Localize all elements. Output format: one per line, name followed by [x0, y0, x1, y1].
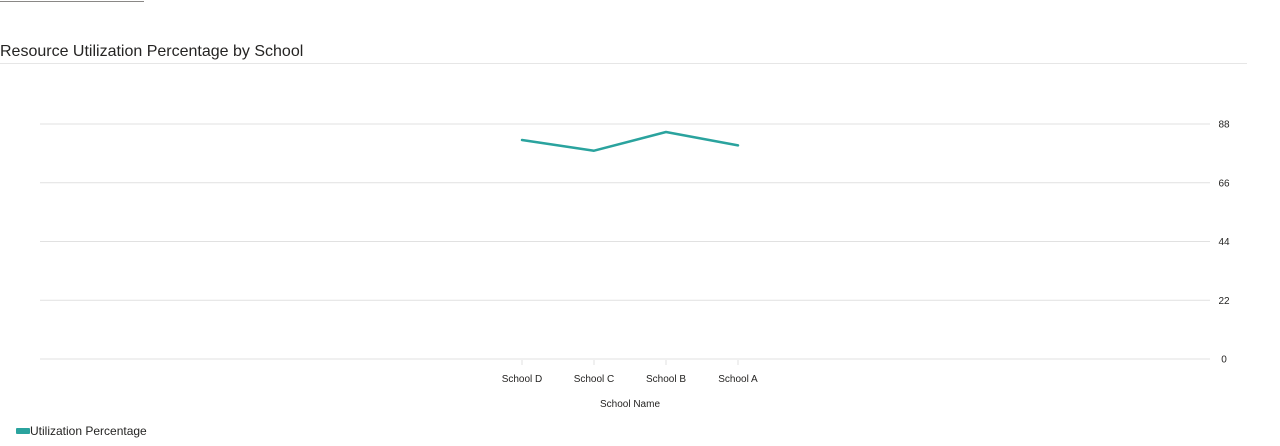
- y-tick-label-0: 0: [1221, 355, 1227, 366]
- y-axis-ticks: 0 22 44 66 88: [1218, 120, 1230, 366]
- legend-label: Utilization Percentage: [30, 424, 147, 438]
- y-tick-label-44: 44: [1218, 237, 1230, 248]
- y-tick-label-88: 88: [1218, 120, 1230, 131]
- gridlines: [40, 123, 1210, 360]
- x-tick-label-school-c: School C: [574, 374, 615, 385]
- x-tick-label-school-a: School A: [718, 374, 758, 385]
- series-line-utilization-percentage[interactable]: [520, 130, 740, 152]
- x-tick-label-school-d: School D: [502, 374, 543, 385]
- data-point-school-c[interactable]: [590, 147, 598, 155]
- x-axis-title: School Name: [600, 399, 660, 410]
- y-tick-label-22: 22: [1218, 296, 1230, 307]
- data-point-school-d[interactable]: [518, 136, 526, 144]
- data-point-school-a[interactable]: [734, 141, 742, 149]
- x-axis-ticks: School D School C School B School A: [502, 360, 758, 385]
- data-point-school-b[interactable]: [662, 128, 670, 136]
- y-tick-label-66: 66: [1218, 178, 1230, 189]
- legend-swatch: [16, 428, 30, 434]
- title-divider: [0, 63, 1247, 64]
- chart-title: Resource Utilization Percentage by Schoo…: [0, 43, 304, 60]
- series-layer: [518, 128, 742, 155]
- legend[interactable]: Utilization Percentage: [16, 423, 147, 439]
- x-tick-label-school-b: School B: [646, 374, 686, 385]
- top-tab-underline: [0, 0, 144, 2]
